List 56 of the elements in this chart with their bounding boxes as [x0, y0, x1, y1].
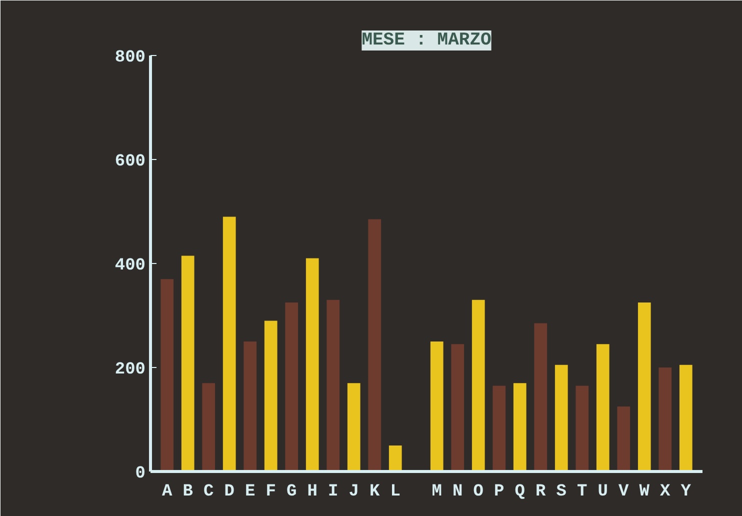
bar [472, 300, 485, 472]
bar [658, 368, 672, 472]
bar [347, 383, 360, 472]
x-tick-label: J [348, 482, 359, 502]
y-tick-label: 0 [135, 464, 146, 484]
x-tick-label: A [162, 482, 173, 502]
bar [576, 386, 589, 472]
bar [388, 446, 402, 472]
y-tick-label: 400 [114, 256, 146, 276]
x-tick-label: O [473, 482, 484, 502]
y-tick-label: 600 [114, 152, 146, 172]
bar [596, 344, 610, 472]
bar [451, 344, 464, 472]
x-tick-label: T [577, 482, 588, 502]
bar [160, 279, 174, 472]
y-tick-label: 800 [114, 48, 146, 68]
x-tick-label: Y [680, 482, 692, 502]
bar [554, 364, 568, 472]
bar [430, 342, 444, 472]
chart-title: MESE : MARZO [362, 30, 492, 50]
bar [368, 219, 382, 472]
bar [222, 216, 236, 472]
bar [492, 386, 506, 472]
x-tick-label: C [204, 482, 214, 502]
x-tick-label: F [266, 482, 276, 502]
x-tick-label: B [182, 482, 193, 502]
bar [513, 383, 526, 472]
x-tick-label: U [598, 482, 608, 502]
bar [326, 300, 340, 472]
bar [202, 383, 216, 472]
bar [306, 258, 319, 472]
x-tick-label: R [536, 482, 547, 502]
y-tick-label: 200 [114, 360, 146, 380]
x-tick-label: W [639, 482, 650, 502]
x-tick-label: N [452, 482, 463, 502]
bar [181, 256, 194, 472]
x-tick-label: Q [514, 482, 525, 502]
x-tick-label: K [370, 482, 381, 502]
x-tick-label: X [660, 482, 672, 502]
x-tick-label: I [328, 482, 338, 502]
x-tick-label: G [286, 482, 297, 502]
bar [264, 320, 278, 472]
x-tick-label: S [556, 482, 566, 502]
bar [285, 302, 298, 472]
bar [534, 323, 548, 472]
x-tick-label: D [224, 482, 234, 502]
bar [244, 342, 257, 472]
x-tick-label: M [432, 482, 442, 502]
x-tick-label: V [618, 482, 630, 502]
bar [638, 302, 651, 472]
x-tick-label: E [245, 482, 256, 502]
x-tick-label: L [390, 482, 400, 502]
bar [679, 364, 692, 472]
x-tick-label: P [494, 482, 504, 502]
x-tick-label: H [307, 482, 318, 502]
bar [617, 406, 630, 472]
